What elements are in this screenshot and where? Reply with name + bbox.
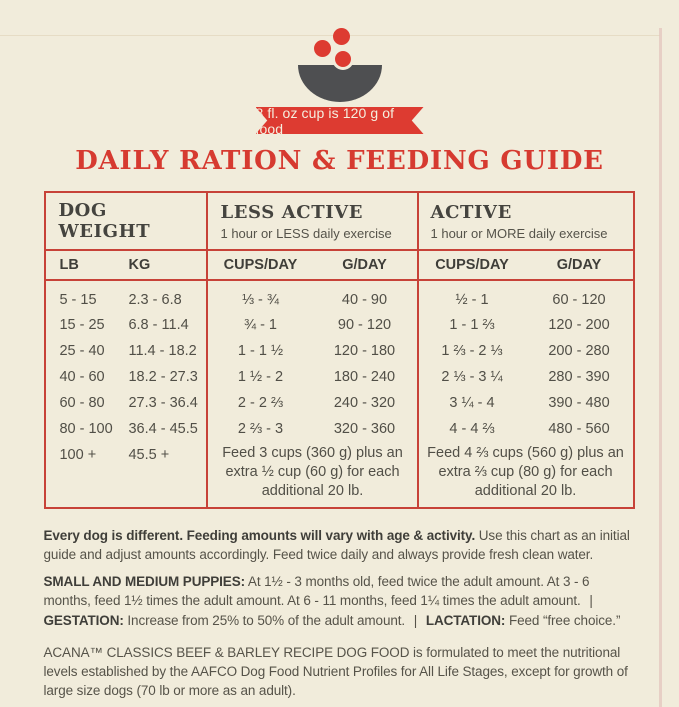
active-cups: 4 - 4 ⅔ [449,421,495,438]
weight-kg: 45.5 + [115,442,209,508]
weight-lb: 60 - 80 [59,395,105,412]
active-subtitle: 1 hour or MORE daily exercise [430,225,608,241]
active-cups: 1 ⅔ - 2 ⅓ [441,343,503,360]
puppies-label: SMALL AND MEDIUM PUPPIES: [43,574,246,590]
panel-edge-right [659,28,662,707]
less-active-grams: 120 - 180 [312,338,419,365]
active-extra-note: Feed 4 ⅔ cups (560 g) plus an extra ⅔ cu… [427,445,624,500]
active-grams: 200 - 280 [548,343,610,360]
active-grams: 390 - 480 [548,395,610,412]
dog-weight-header: DOG WEIGHT [45,192,209,252]
lactation-label: LACTATION: [425,612,506,628]
active-header: ACTIVE 1 hour or MORE daily exercise [417,192,634,252]
weight-lb: 15 - 25 [59,317,105,334]
note-aafco: ACANA™ CLASSICS BEEF & BARLEY RECIPE DOG… [44,643,636,700]
less-active-title: LESS ACTIVE [220,201,364,223]
note-lifestage: SMALL AND MEDIUM PUPPIES: At 1½ - 3 mont… [44,572,636,629]
less-active-cups: ⅓ - ¾ [241,291,280,308]
weight-kg: 6.8 - 11.4 [115,312,209,339]
weight-kg: 18.2 - 27.3 [115,364,209,391]
weight-kg: 2.3 - 6.8 [115,280,209,313]
less-active-grams: 40 - 90 [312,280,419,313]
weight-lb: 25 - 40 [59,343,105,360]
table-row: 5 - 15 2.3 - 6.8 ⅓ - ¾ 40 - 90 ½ - 1 60 … [45,280,633,313]
divider-bar: | [589,593,593,609]
note-general-text: Use this chart as an initial guide and a… [43,527,630,563]
weight-lb: 80 - 100 [59,421,113,438]
col-header-la-g: G/DAY [312,250,419,282]
col-header-la-cups: CUPS/DAY [207,250,313,282]
less-active-header: LESS ACTIVE 1 hour or LESS daily exercis… [207,192,419,252]
table-subheader-row: LB KG CUPS/DAY G/DAY CUPS/DAY G/DAY [45,250,634,282]
lactation-text: Feed “free choice.” [508,612,621,628]
less-active-grams: 240 - 320 [312,390,419,417]
active-grams: 120 - 200 [548,317,610,334]
gestation-text: Increase from 25% to 50% of the adult am… [127,612,406,628]
feeding-guide-table: DOG WEIGHT LESS ACTIVE 1 hour or LESS da… [44,191,635,509]
less-active-grams: 90 - 120 [312,312,419,339]
bowl-shape-icon [297,65,382,102]
table-row: 25 - 40 11.4 - 18.2 1 - 1 ½ 120 - 180 1 … [45,338,633,365]
weight-lb: 40 - 60 [59,369,105,386]
active-cups: ½ - 1 [455,291,489,308]
less-active-subtitle: 1 hour or LESS daily exercise [220,225,392,241]
active-grams: 60 - 120 [552,291,606,308]
table-row-extra-weight: 100 + 45.5 + Feed 3 cups (360 g) plus an… [45,442,633,508]
puppies-text: At 1½ - 3 months old, feed twice the adu… [43,574,590,609]
less-active-grams: 320 - 360 [312,416,419,443]
weight-kg: 36.4 - 45.5 [115,416,209,443]
less-active-cups: ¾ - 1 [243,317,277,334]
dog-weight-title-line2: WEIGHT [58,220,151,242]
page-title: DAILY RATION & FEEDING GUIDE [75,146,604,176]
col-header-a-cups: CUPS/DAY [417,250,526,282]
note-general: Every dog is different. Feeding amounts … [44,526,636,564]
active-grams: 280 - 390 [548,369,610,386]
active-grams: 480 - 560 [548,421,610,438]
weight-lb: 5 - 15 [59,291,97,308]
weight-kg: 27.3 - 36.4 [115,390,209,417]
cup-size-badge-text: 8 fl. oz cup is 120 g of food [255,104,395,137]
table-row: 15 - 25 6.8 - 11.4 ¾ - 1 90 - 120 1 - 1 … [45,312,633,339]
table-group-header-row: DOG WEIGHT LESS ACTIVE 1 hour or LESS da… [45,192,634,252]
aafco-text: ACANA™ CLASSICS BEEF & BARLEY RECIPE DOG… [43,644,628,698]
dog-weight-title-line1: DOG [58,200,107,221]
active-cups: 2 ⅓ - 3 ¼ [441,369,503,386]
dog-bowl-icon [290,28,390,102]
col-header-kg: KG [115,250,209,282]
col-header-lb: LB [45,250,116,282]
kibble-dot-icon [313,40,331,57]
table-row: 60 - 80 27.3 - 36.4 2 - 2 ⅔ 240 - 320 3 … [45,390,633,417]
table-row: 80 - 100 36.4 - 45.5 2 ⅔ - 3 320 - 360 4… [45,416,633,443]
active-cups: 1 - 1 ⅔ [449,317,495,334]
active-cups: 3 ¼ - 4 [449,395,495,412]
kibble-dot-icon [331,48,354,70]
gestation-label: GESTATION: [43,612,124,628]
table-row: 40 - 60 18.2 - 27.3 1 ½ - 2 180 - 240 2 … [45,364,633,391]
weight-lb: 100 + [59,447,97,464]
kibble-dot-icon [332,28,350,45]
divider-bar: | [413,612,418,628]
less-active-extra-note: Feed 3 cups (360 g) plus an extra ½ cup … [207,442,419,508]
col-header-a-g: G/DAY [525,250,634,282]
less-active-cups: 1 - 1 ½ [237,343,284,360]
footnotes: Every dog is different. Feeding amounts … [44,526,636,700]
less-active-cups: 2 ⅔ - 3 [237,421,284,438]
active-title: ACTIVE [430,201,512,223]
weight-kg: 11.4 - 18.2 [115,338,209,365]
panel-edge-top [0,35,660,36]
cup-size-badge: 8 fl. oz cup is 120 g of food [255,104,424,137]
less-active-grams: 180 - 240 [312,364,419,391]
less-active-cups: 2 - 2 ⅔ [237,395,284,412]
note-general-bold: Every dog is different. Feeding amounts … [43,527,476,543]
less-active-cups: 1 ½ - 2 [237,369,284,386]
